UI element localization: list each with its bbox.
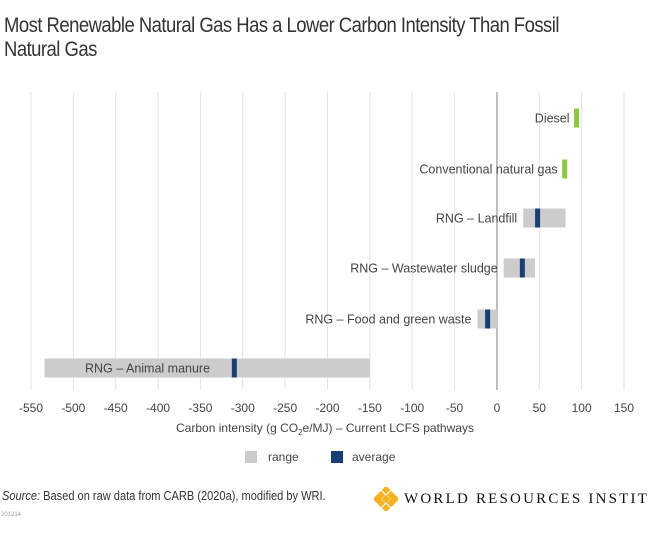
- average-marker: [231, 358, 237, 378]
- x-tick-label: -150: [358, 401, 382, 415]
- range-bar: [44, 358, 370, 378]
- x-tick-label: -300: [231, 401, 255, 415]
- category-label: Diesel: [535, 112, 570, 126]
- x-tick-label: -450: [104, 401, 128, 415]
- wri-logo: WORLD RESOURCES INSTITUTE: [374, 487, 648, 511]
- x-tick-label: 50: [533, 401, 547, 415]
- category-label: RNG – Food and green waste: [305, 313, 471, 327]
- x-tick-label: 0: [494, 401, 501, 415]
- x-tick-label: -250: [273, 401, 297, 415]
- x-tick-label: -550: [19, 401, 43, 415]
- chart-title: Most Renewable Natural Gas Has a Lower C…: [4, 14, 559, 61]
- category-label: RNG – Animal manure: [85, 362, 210, 376]
- x-tick-label: -200: [315, 401, 339, 415]
- x-tick-label: -50: [446, 401, 464, 415]
- figure-code: 201214: [1, 512, 22, 518]
- x-tick-label: 100: [572, 401, 592, 415]
- fossil-marker: [574, 108, 580, 128]
- legend-label-average: average: [352, 450, 396, 464]
- average-marker: [535, 208, 541, 228]
- source-note: Source: Based on raw data from CARB (202…: [2, 488, 326, 503]
- x-tick-label: 150: [614, 401, 634, 415]
- x-tick-label: -400: [146, 401, 170, 415]
- x-axis-label: Carbon intensity (g CO2e/MJ) – Current L…: [176, 421, 474, 437]
- legend-label-range: range: [268, 450, 299, 464]
- legend-swatch-range: [245, 451, 257, 463]
- category-label: Conventional natural gas: [419, 163, 557, 177]
- wri-logo-text: WORLD RESOURCES INSTITUTE: [404, 490, 648, 507]
- fossil-marker: [562, 159, 568, 179]
- x-tick-label: -500: [61, 401, 85, 415]
- range-bar: [523, 208, 566, 228]
- x-tick-label: -350: [188, 401, 212, 415]
- category-label: RNG – Landfill: [436, 212, 517, 226]
- category-label: RNG – Wastewater sludge: [350, 262, 498, 276]
- legend-swatch-average: [331, 451, 343, 463]
- x-tick-label: -100: [400, 401, 424, 415]
- wri-logo-icon: [374, 487, 398, 511]
- source-label: Source:: [2, 488, 41, 503]
- average-marker: [485, 309, 491, 329]
- range-bar: [503, 258, 536, 278]
- average-marker: [519, 258, 525, 278]
- source-text: Based on raw data from CARB (2020a), mod…: [40, 488, 326, 503]
